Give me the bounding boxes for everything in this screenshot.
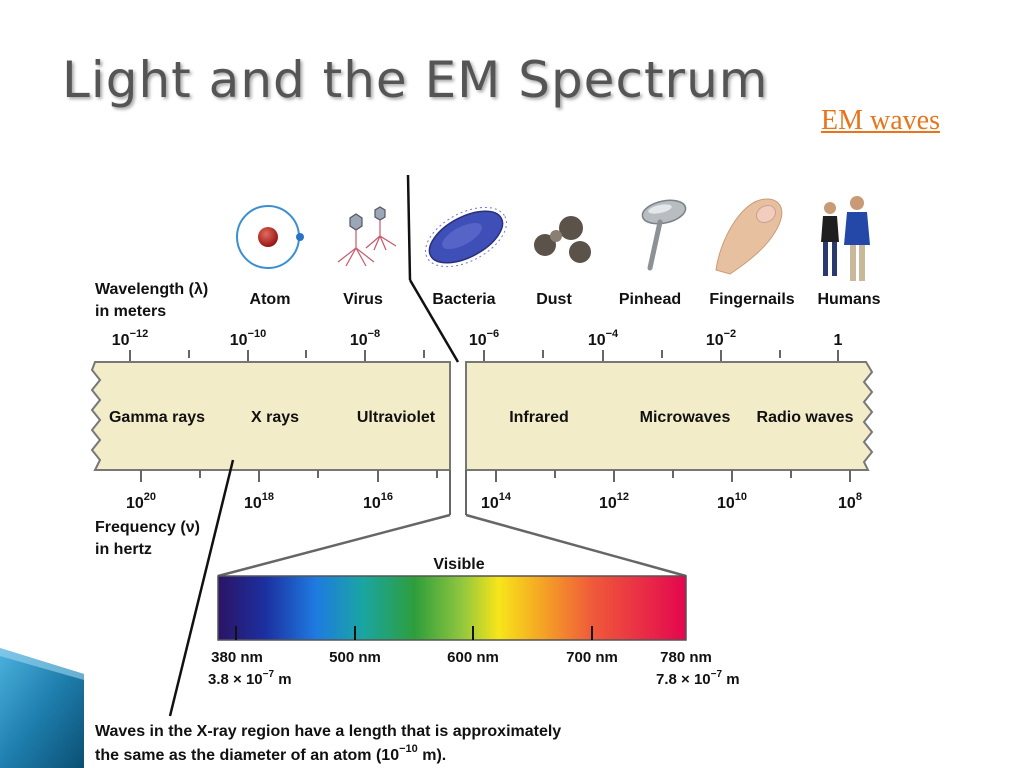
pointer-line-top [406, 174, 412, 281]
wavelength-tick-label: 10−4 [588, 328, 619, 349]
frequency-tick-label: 1010 [717, 491, 747, 512]
object-label-humans: Humans [817, 291, 880, 308]
spectrum-band-right [465, 361, 874, 471]
wavelength-ticks [129, 350, 839, 362]
wavelength-tick-label: 10−6 [469, 328, 499, 349]
object-label-dust: Dust [536, 291, 572, 308]
dust-icon [534, 216, 591, 263]
frequency-tick-label: 1012 [599, 491, 629, 512]
spectrum-band-left [90, 361, 451, 471]
visible-spectrum-bar [217, 575, 687, 641]
band-x-rays: X rays [251, 409, 299, 426]
visible-tick-label: 700 nm [566, 649, 618, 666]
wavelength-tick-label: 10−12 [112, 328, 148, 349]
humans-icon [821, 196, 870, 281]
band-gamma-rays: Gamma rays [109, 409, 205, 426]
visible-tick-label: 380 nm [211, 649, 263, 666]
em-waves-link[interactable]: EM waves [821, 105, 940, 136]
bacteria-icon [425, 206, 507, 268]
pointer-line-xray [168, 459, 235, 717]
zoom-line-left [217, 513, 451, 578]
object-label-atom: Atom [250, 291, 291, 308]
band-microwaves: Microwaves [640, 409, 731, 426]
wavelength-tick-label: 10−2 [706, 328, 736, 349]
slide-title: Light and the EM Spectrum [62, 51, 769, 109]
wavelength-axis-label: Wavelength (λ) in meters [95, 281, 213, 320]
visible-title: Visible [433, 556, 484, 573]
pinhead-icon [641, 199, 687, 271]
object-label-pinhead: Pinhead [619, 291, 681, 308]
zoom-line-right [465, 513, 687, 578]
frequency-ticks [140, 470, 851, 482]
visible-tick-label: 500 nm [329, 649, 381, 666]
visible-tick-label: 780 nm [660, 649, 712, 666]
object-label-fingernails: Fingernails [709, 291, 794, 308]
object-label-virus: Virus [343, 291, 383, 308]
band-ultraviolet: Ultraviolet [357, 409, 436, 426]
frequency-tick-label: 1016 [363, 491, 393, 512]
frequency-tick-label: 1018 [244, 491, 274, 512]
virus-icon [337, 206, 397, 267]
visible-min-meters: 3.8 × 10−7 m [208, 669, 292, 688]
fingernail-icon [715, 198, 783, 275]
visible-max-meters: 7.8 × 10−7 m [656, 669, 740, 688]
wavelength-tick-label: 10−8 [350, 328, 380, 349]
wavelength-tick-label: 1 [834, 332, 843, 349]
frequency-tick-label: 108 [838, 491, 862, 512]
visible-ticks [235, 626, 593, 640]
visible-tick-label: 600 nm [447, 649, 499, 666]
atom-icon [236, 205, 304, 269]
frequency-tick-label: 1020 [126, 491, 156, 512]
wavelength-tick-label: 10−10 [230, 328, 266, 349]
pointer-line-diagonal [408, 279, 460, 363]
frequency-axis-label: Frequency (ν) in hertz [95, 519, 204, 558]
frequency-tick-label: 1014 [481, 491, 512, 512]
object-label-bacteria: Bacteria [432, 291, 495, 308]
caption: Waves in the X-ray region have a length … [95, 723, 566, 764]
band-radio-waves: Radio waves [757, 409, 854, 426]
band-infrared: Infrared [509, 409, 569, 426]
